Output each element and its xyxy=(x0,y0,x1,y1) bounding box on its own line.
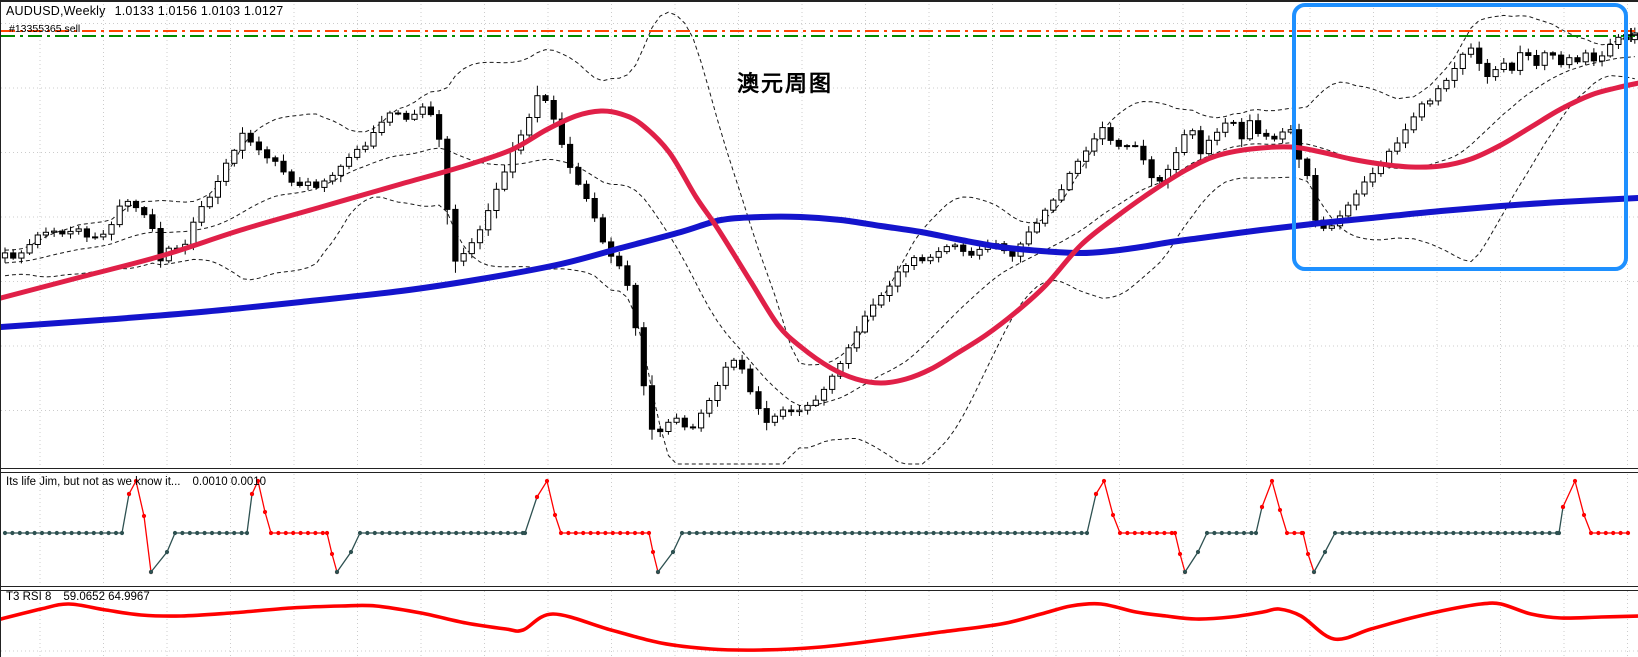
indicator1-layer xyxy=(2,478,1631,575)
grid-layer xyxy=(1,4,1638,657)
indicator1-name: Its life Jim, but not as we know it... xyxy=(6,476,181,488)
annotation-text[interactable]: 澳元周图 xyxy=(737,71,834,96)
candles-layer xyxy=(1,27,1638,440)
indicator2-name: T3 RSI 8 xyxy=(6,591,52,603)
indicator2-line xyxy=(1,601,1638,652)
chart-title: AUDUSD,Weekly 1.0133 1.0156 1.0103 1.0127 xyxy=(6,4,283,18)
symbol-timeframe: AUDUSD,Weekly xyxy=(6,4,106,18)
order-label[interactable]: #13355365 sell xyxy=(9,23,81,35)
ohlc-values: 1.0133 1.0156 1.0103 1.0127 xyxy=(114,4,284,18)
indicator2-values: 59.0652 64.9967 xyxy=(63,591,150,603)
moving-averages xyxy=(1,80,1638,386)
pane-separators[interactable] xyxy=(1,468,1638,591)
highlight-box[interactable] xyxy=(1292,3,1628,271)
order-lines[interactable] xyxy=(1,30,1638,37)
indicator1-values: 0.0010 0.0010 xyxy=(192,476,267,488)
indicator1-label: Its life Jim, but not as we know it... 0.… xyxy=(6,476,266,488)
indicator2-label: T3 RSI 8 59.0652 64.9967 xyxy=(6,591,150,603)
